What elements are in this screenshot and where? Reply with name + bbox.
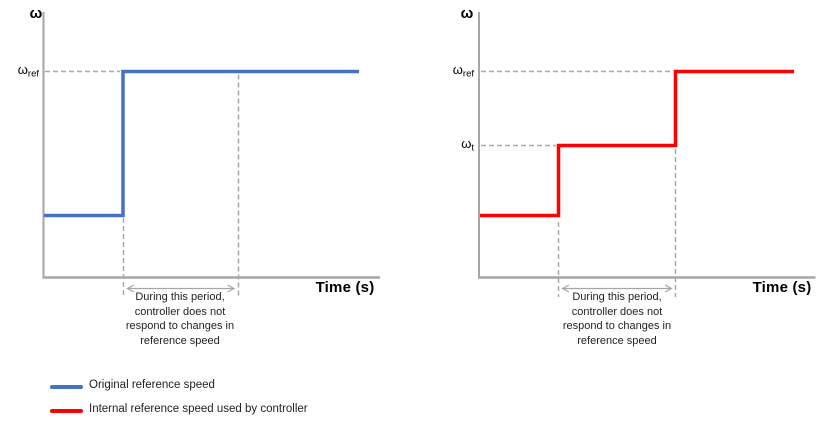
x-axis-title: Time (s) xyxy=(752,279,812,296)
chart-original-reference-speed: ω ωref Time (s) During this period, cont… xyxy=(0,0,415,360)
chart-original-plot-area xyxy=(42,12,380,297)
legend-item-original: Original reference speed xyxy=(50,379,390,395)
legend-label: Internal reference speed used by control… xyxy=(89,403,308,415)
arrow-right-head-icon xyxy=(227,284,236,293)
wref-subscript: ref xyxy=(462,68,474,80)
wref-tick-label: ωref xyxy=(5,62,39,80)
annotation-line: During this period, xyxy=(135,291,225,303)
annotation-line: respond to changes in xyxy=(562,320,672,332)
wt-base: ω xyxy=(461,136,472,151)
hold-period-annotation: During this period, controller does not … xyxy=(118,290,242,348)
x-axis-title: Time (s) xyxy=(315,279,375,296)
wt-subscript: t xyxy=(471,142,474,154)
hold-period-annotation: During this period, controller does not … xyxy=(555,290,679,348)
wref-subscript: ref xyxy=(27,68,39,80)
annotation-line: controller does not xyxy=(571,305,663,318)
wref-tick-label: ωref xyxy=(439,62,474,80)
y-axis-title: ω xyxy=(460,5,474,22)
annotation-line: respond to changes in xyxy=(125,320,235,332)
y-axis-title: ω xyxy=(29,5,43,22)
original-series-swatch-icon xyxy=(50,385,83,389)
original-series-line xyxy=(44,69,359,218)
annotation-line: reference speed xyxy=(577,334,657,347)
legend-label: Original reference speed xyxy=(89,379,215,391)
arrow-right-head-icon xyxy=(664,284,673,293)
annotation-line: controller does not xyxy=(134,305,226,318)
legend-item-internal: Internal reference speed used by control… xyxy=(50,403,390,419)
arrow-left-head-icon xyxy=(126,284,135,293)
chart-internal-reference-speed: ω ωref ωt Time (s) During this period, c… xyxy=(415,0,829,360)
internal-series-line xyxy=(480,69,794,218)
annotation-line: reference speed xyxy=(140,334,220,347)
wt-tick-label: ωt xyxy=(439,136,474,154)
wref-base: ω xyxy=(452,62,463,77)
arrow-left-head-icon xyxy=(561,284,570,293)
chart-internal-plot-area xyxy=(478,12,816,297)
internal-series-swatch-icon xyxy=(50,409,83,413)
annotation-line: During this period, xyxy=(572,291,662,303)
wref-base: ω xyxy=(17,62,28,77)
